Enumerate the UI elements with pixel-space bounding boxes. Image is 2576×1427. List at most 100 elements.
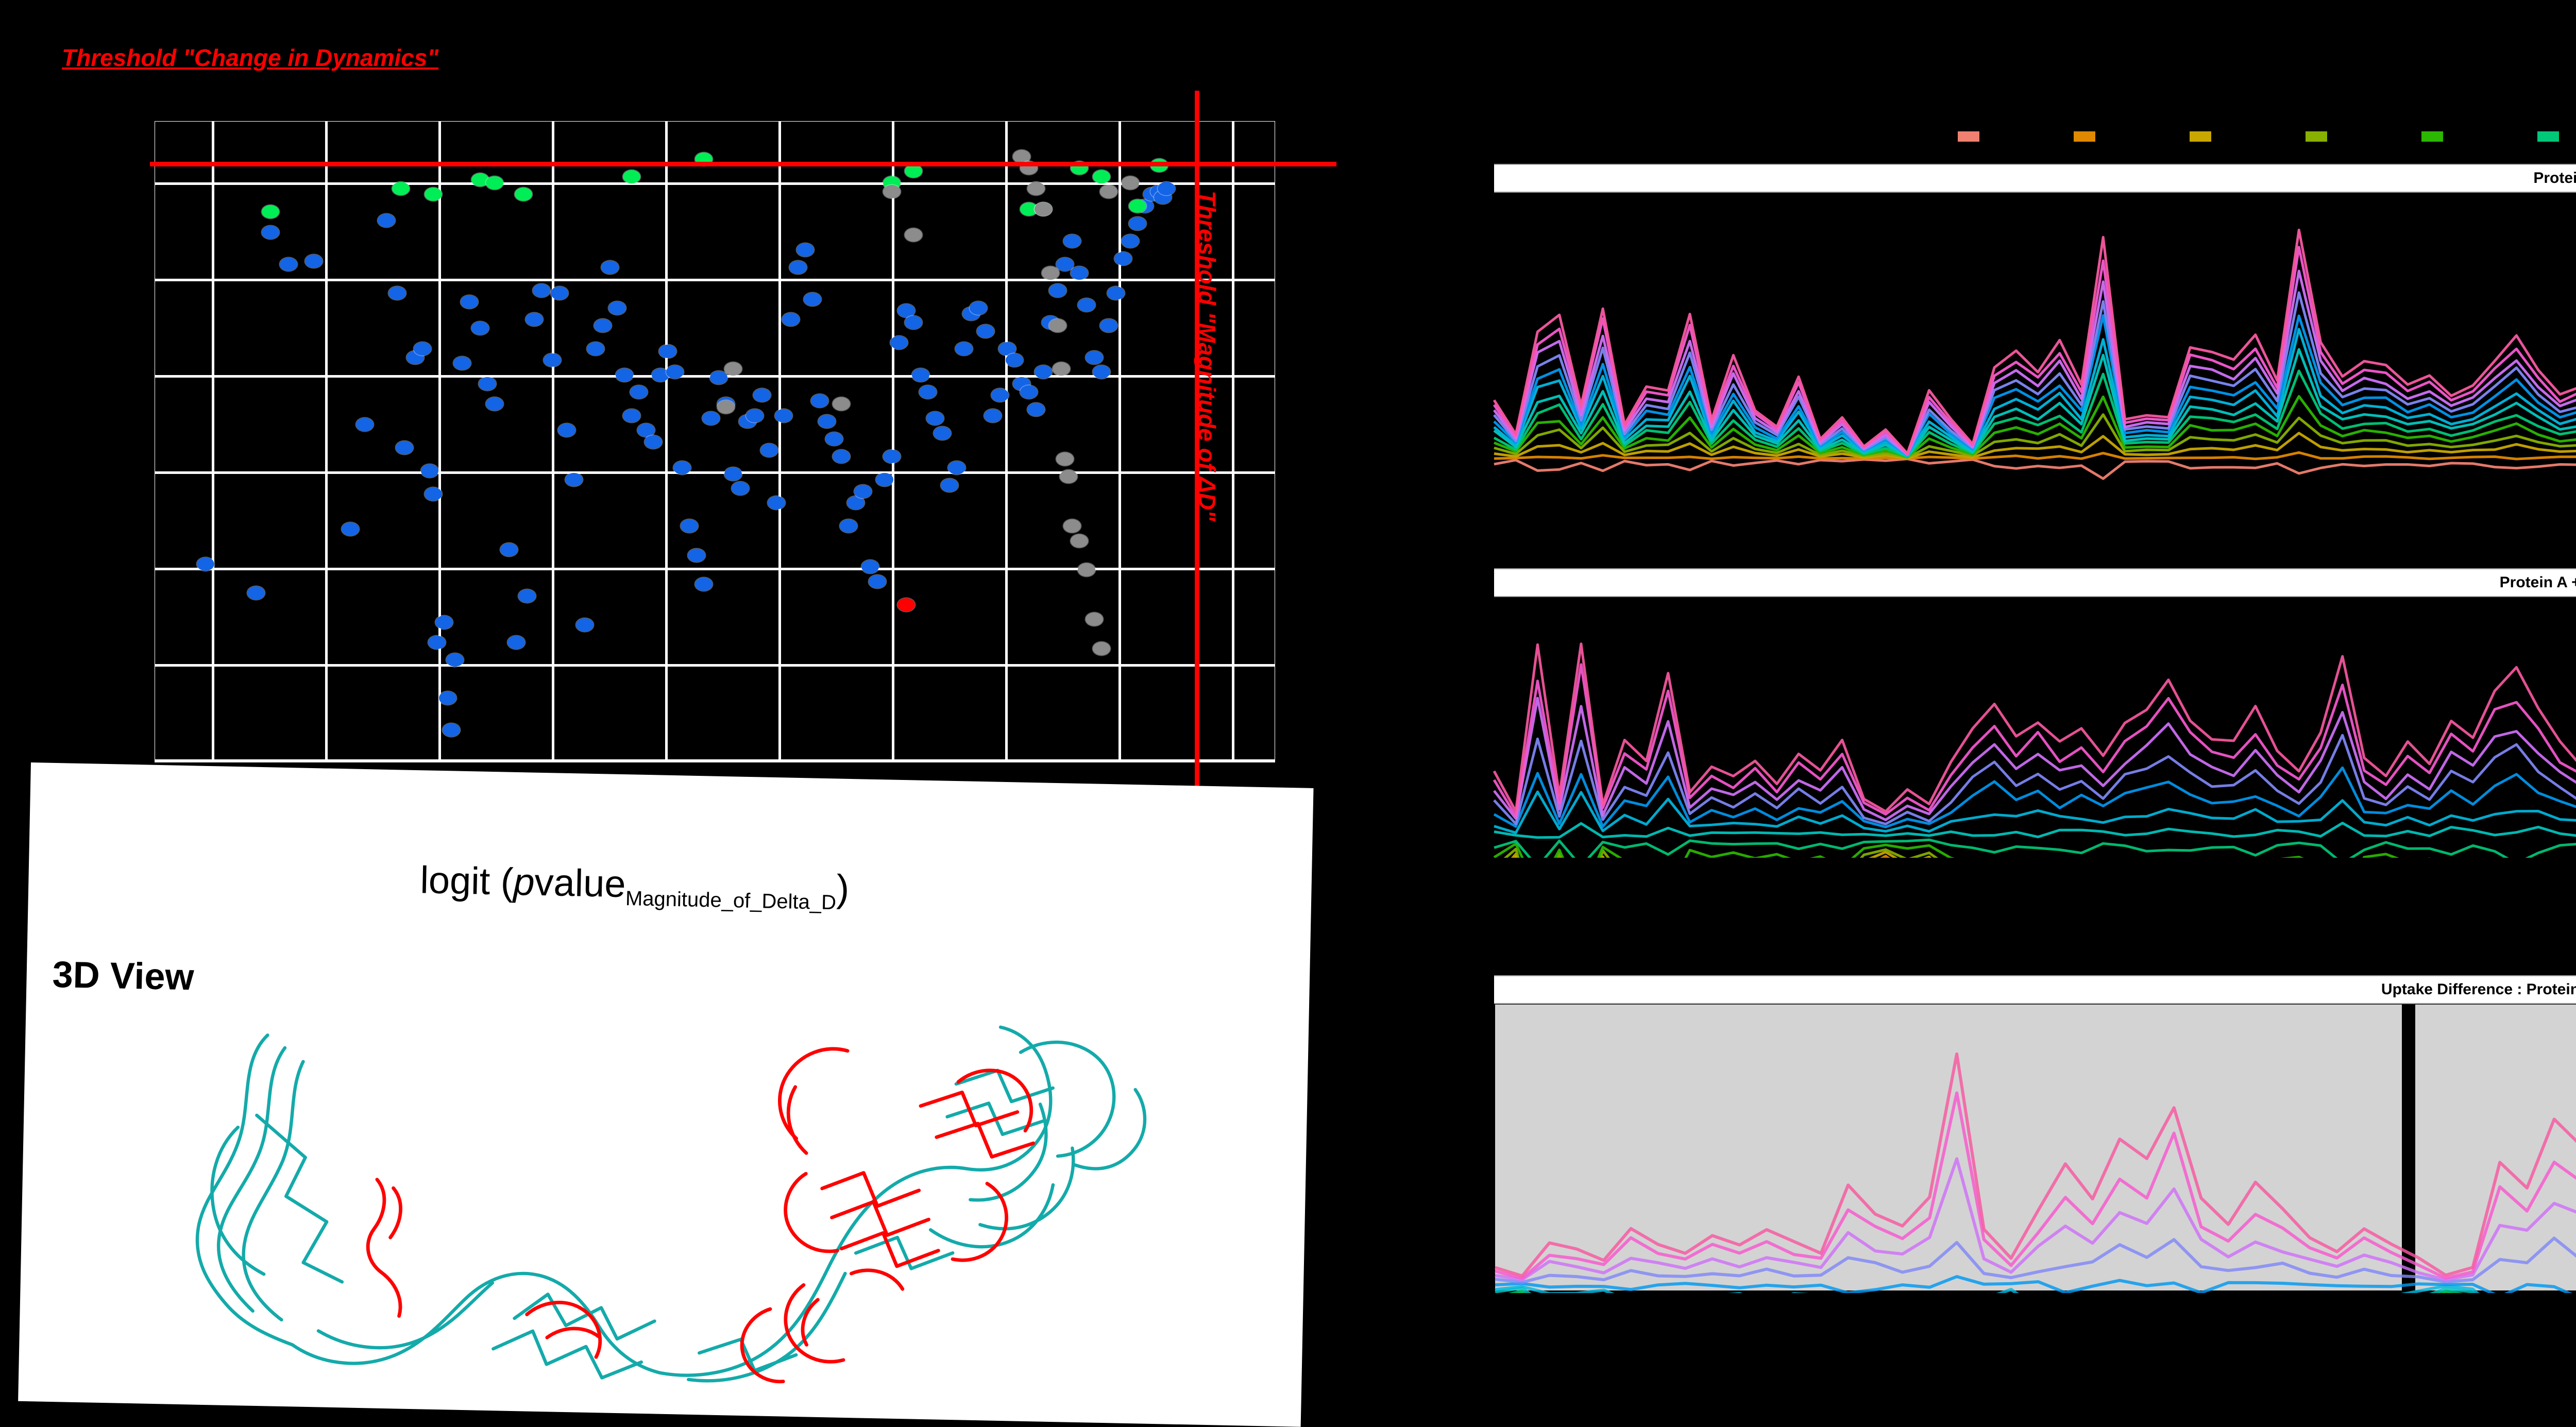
- grid-line-vertical: [1005, 122, 1008, 762]
- three-d-view-title: 3D View: [52, 954, 195, 998]
- legend-color-swatch[interactable]: [2074, 131, 2095, 142]
- volcano-point: [1078, 298, 1096, 312]
- grid-line-vertical: [665, 122, 668, 762]
- uptake-trace-line: [1494, 790, 2576, 834]
- volcano-point: [1128, 199, 1146, 213]
- panel-title-protein-a-ligand: Protein A + Ligand: [1494, 568, 2576, 597]
- volcano-point: [435, 615, 453, 629]
- volcano-point: [905, 315, 923, 329]
- volcano-point: [587, 342, 605, 355]
- uptake-trace-line: [1513, 855, 1890, 858]
- uptake-trace-protein-a-ligand[interactable]: [1484, 600, 2576, 858]
- volcano-point: [446, 653, 464, 667]
- volcano-point: [998, 342, 1016, 355]
- uptake-trace-line: [1494, 451, 2576, 461]
- volcano-point: [1056, 257, 1074, 271]
- uptake-trace-line: [1493, 291, 2576, 456]
- uptake-trace-line: [1493, 842, 2431, 858]
- uptake-trace-line: [1493, 369, 2576, 458]
- volcano-point: [955, 342, 973, 355]
- volcano-point: [1027, 403, 1045, 417]
- grid-line-vertical: [892, 122, 894, 762]
- volcano-point: [507, 636, 525, 650]
- volcano-point: [984, 409, 1002, 422]
- protein-ribbon-structure[interactable]: [80, 1000, 1221, 1415]
- legend-color-swatch[interactable]: [2190, 131, 2211, 142]
- volcano-point: [868, 574, 886, 588]
- volcano-point: [1092, 170, 1110, 184]
- uptake-trace-line: [1493, 228, 2576, 455]
- x-axis-label-part: logit (: [419, 858, 514, 903]
- volcano-point: [681, 519, 699, 533]
- volcano-point: [485, 176, 503, 190]
- volcano-point: [514, 188, 532, 201]
- volcano-point: [839, 519, 857, 533]
- uptake-trace-line: [1494, 432, 2576, 460]
- grid-line-horizontal: [155, 568, 1275, 570]
- volcano-point: [977, 324, 995, 338]
- threshold-line-dynamics: [150, 162, 1336, 166]
- volcano-point: [709, 371, 727, 385]
- volcano-point: [926, 412, 944, 426]
- volcano-point: [1121, 176, 1139, 190]
- volcano-point: [789, 260, 807, 274]
- volcano-point: [883, 184, 901, 198]
- uptake-trace-line: [1493, 766, 2576, 828]
- grid-line-horizontal: [155, 279, 1275, 281]
- volcano-point: [442, 723, 460, 737]
- volcano-point: [724, 467, 742, 481]
- volcano-point: [1049, 283, 1067, 297]
- grid-line-vertical: [778, 122, 781, 762]
- volcano-plot-area[interactable]: [150, 91, 1336, 824]
- volcano-point: [970, 301, 988, 315]
- uptake-timepoint-legend[interactable]: [1484, 131, 2576, 145]
- legend-color-swatch[interactable]: [2537, 131, 2559, 142]
- uptake-trace-line: [1493, 642, 2576, 813]
- volcano-point: [518, 589, 536, 603]
- volcano-point: [1063, 234, 1081, 248]
- volcano-point: [1071, 534, 1089, 548]
- volcano-point: [630, 385, 648, 399]
- uptake-trace-line: [1493, 663, 2576, 818]
- volcano-point: [875, 472, 893, 486]
- volcano-point: [731, 481, 749, 495]
- volcano-point: [197, 557, 215, 571]
- uptake-trace-line: [1493, 328, 2576, 457]
- uptake-trace-line: [1495, 1284, 2480, 1293]
- volcano-point: [262, 205, 280, 219]
- legend-color-swatch[interactable]: [2421, 131, 2443, 142]
- volcano-point: [941, 479, 959, 492]
- grid-line-vertical: [552, 122, 554, 762]
- uptake-trace-line: [1494, 395, 2576, 458]
- volcano-point: [991, 388, 1009, 402]
- three-d-view-card[interactable]: logit (pvalueMagnitude_of_Delta_D) 3D Vi…: [18, 762, 1314, 1427]
- volcano-point: [608, 301, 626, 315]
- volcano-point: [637, 423, 655, 437]
- volcano-point: [395, 440, 413, 454]
- volcano-point: [673, 461, 691, 475]
- uptake-trace-protein-a[interactable]: [1484, 196, 2576, 484]
- volcano-point: [1035, 202, 1053, 216]
- grid-line-vertical: [1232, 122, 1234, 762]
- volcano-point: [774, 409, 792, 422]
- volcano-point: [558, 423, 576, 437]
- uptake-trace-line: [1494, 822, 2576, 839]
- volcano-point: [485, 397, 503, 411]
- volcano-point: [500, 542, 518, 556]
- volcano-point: [623, 409, 641, 422]
- legend-color-swatch[interactable]: [1958, 131, 1979, 142]
- volcano-point: [438, 691, 456, 705]
- volcano-point: [262, 225, 280, 239]
- x-axis-label-rest: value: [534, 860, 626, 906]
- volcano-point: [1085, 350, 1103, 364]
- uptake-trace-difference[interactable]: [1484, 1005, 2576, 1293]
- volcano-point: [392, 181, 410, 195]
- uptake-trace-line: [1494, 457, 2576, 480]
- uptake-trace-line: [1494, 838, 2576, 858]
- volcano-point: [659, 345, 677, 359]
- volcano-point: [1107, 286, 1125, 300]
- grid-line-horizontal: [155, 664, 1275, 667]
- volcano-point: [803, 292, 821, 306]
- legend-color-swatch[interactable]: [2306, 131, 2327, 142]
- volcano-point: [413, 342, 431, 355]
